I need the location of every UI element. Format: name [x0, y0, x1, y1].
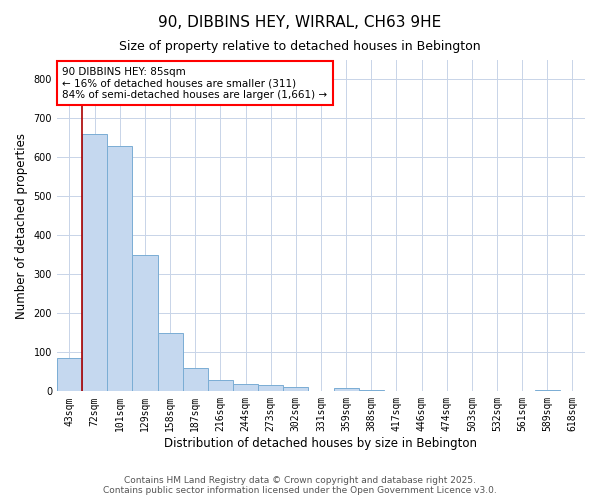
Bar [208, 380, 233, 392]
Bar [57, 358, 82, 392]
Bar [334, 388, 359, 392]
Text: Contains HM Land Registry data © Crown copyright and database right 2025.
Contai: Contains HM Land Registry data © Crown c… [103, 476, 497, 495]
Y-axis label: Number of detached properties: Number of detached properties [15, 132, 28, 318]
Bar [535, 390, 560, 392]
Bar [182, 368, 208, 392]
Bar [158, 333, 182, 392]
Text: 90 DIBBINS HEY: 85sqm
← 16% of detached houses are smaller (311)
84% of semi-det: 90 DIBBINS HEY: 85sqm ← 16% of detached … [62, 66, 328, 100]
Bar [133, 255, 158, 392]
Bar [107, 146, 133, 392]
Bar [233, 384, 258, 392]
Bar [258, 386, 283, 392]
Text: 90, DIBBINS HEY, WIRRAL, CH63 9HE: 90, DIBBINS HEY, WIRRAL, CH63 9HE [158, 15, 442, 30]
Bar [82, 134, 107, 392]
Bar [283, 388, 308, 392]
Text: Size of property relative to detached houses in Bebington: Size of property relative to detached ho… [119, 40, 481, 53]
Bar [359, 390, 384, 392]
X-axis label: Distribution of detached houses by size in Bebington: Distribution of detached houses by size … [164, 437, 478, 450]
